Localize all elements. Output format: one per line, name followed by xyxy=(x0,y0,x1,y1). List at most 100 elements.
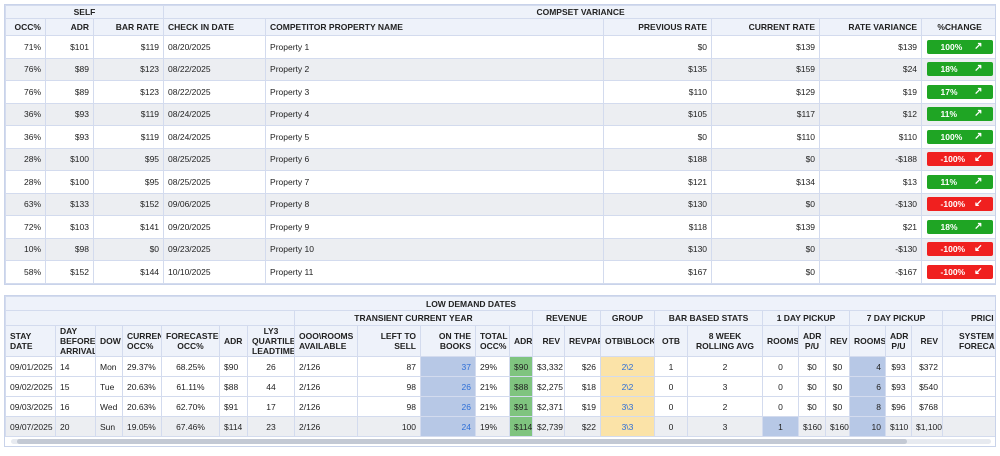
change-cell: -100% ↙ xyxy=(921,237,995,261)
low-demand-panel: LOW DEMAND DATES TRANSIENT CURRENT YEAR RE… xyxy=(4,295,996,447)
cell: $90 xyxy=(509,356,533,377)
cell: 19.05% xyxy=(122,416,162,437)
cell: $13 xyxy=(819,170,923,194)
group-header: TRANSIENT CURRENT YEAR xyxy=(294,310,533,326)
cell: Property 7 xyxy=(265,170,605,194)
change-badge: -100% ↙ xyxy=(926,242,993,257)
cell: $114 xyxy=(219,416,248,437)
cell: 17 xyxy=(247,396,295,417)
column-header: 8 WEEK ROLLING AVG xyxy=(687,325,763,357)
cell: 08/22/2025 xyxy=(163,80,267,104)
column-header: CURRENT OCC% xyxy=(122,325,162,357)
cell: $24 xyxy=(819,57,923,81)
cell: $110 xyxy=(603,80,713,104)
cell: $21 xyxy=(819,215,923,239)
change-value: 100% xyxy=(940,131,963,142)
change-value: 17% xyxy=(940,86,958,97)
cell: 0 xyxy=(762,376,799,397)
cell: $0 xyxy=(798,396,826,417)
cell: 10% xyxy=(5,237,46,261)
cell: 21% xyxy=(475,376,510,397)
cell: 2/126 xyxy=(294,416,358,437)
change-value: -100% xyxy=(940,199,966,210)
change-cell: 100% ↗ xyxy=(921,125,995,149)
cell: $19 xyxy=(819,80,923,104)
change-value: 18% xyxy=(940,64,958,75)
cell: -$167 xyxy=(819,260,923,284)
cell: 1 xyxy=(654,356,688,377)
cell: 76% xyxy=(5,57,46,81)
column-header: COMPETITOR PROPERTY NAME xyxy=(265,18,605,36)
compset-table: SELF COMPSET VARIANCE OCC% ADR BAR RATE CHECK… xyxy=(5,5,995,284)
data-row: 36% $93 $119 08/24/2025 Property 4 $105 $117 $1… xyxy=(5,102,995,126)
cell: 98 xyxy=(357,396,421,417)
cell: 36% xyxy=(5,125,46,149)
forecast-cell: 79 xyxy=(941,396,995,417)
cell: 58% xyxy=(5,260,46,284)
change-cell: 17% ↗ xyxy=(921,80,995,104)
cell: $96 xyxy=(885,396,912,417)
column-header: ADR xyxy=(219,325,248,357)
cell: 68.25% xyxy=(161,356,220,377)
cell: $103 xyxy=(45,215,94,239)
change-value: -100% xyxy=(940,154,966,165)
change-cell: 11% ↗ xyxy=(921,170,995,194)
data-row: 28% $100 $95 08/25/2025 Property 6 $188 $0 -$18… xyxy=(5,147,995,171)
cell: $91 xyxy=(509,396,533,417)
column-header: SYSTEM FORECAS xyxy=(941,325,995,357)
cell: 26 xyxy=(247,356,295,377)
cell: 8 xyxy=(849,396,886,417)
cell: $160 xyxy=(825,416,850,437)
cell: 76% xyxy=(5,80,46,104)
cell: Property 1 xyxy=(265,35,605,59)
cell: $98 xyxy=(45,237,94,261)
column-header: LY3 QUARTILE LEADTIME xyxy=(247,325,295,357)
cell: 23 xyxy=(247,416,295,437)
group-header: BAR BASED STATS xyxy=(654,310,763,326)
cell: $114 xyxy=(509,416,533,437)
cell: 28% xyxy=(5,170,46,194)
cell: 100 xyxy=(357,416,421,437)
forecast-cell: 77 xyxy=(941,376,995,397)
cell: $93 xyxy=(885,376,912,397)
cell: 1 xyxy=(762,416,799,437)
column-header: REV xyxy=(532,325,565,357)
cell: $93 xyxy=(885,356,912,377)
trend-arrow: ↗ xyxy=(974,63,983,75)
column-header: ADR xyxy=(509,325,533,357)
cell: 16 xyxy=(55,396,96,417)
cell: $134 xyxy=(711,170,821,194)
cell: $160 xyxy=(798,416,826,437)
column-header: ADR P/U xyxy=(885,325,912,357)
cell: 26 xyxy=(420,376,476,397)
cell: $93 xyxy=(45,125,94,149)
column-header: RATE VARIANCE xyxy=(819,18,923,36)
cell: Property 3 xyxy=(265,80,605,104)
data-row: 10% $98 $0 09/23/2025 Property 10 $130 $0 -$130… xyxy=(5,237,995,261)
cell: $0 xyxy=(603,125,713,149)
cell: 63% xyxy=(5,192,46,216)
change-cell: 100% ↗ xyxy=(921,35,995,59)
column-header: ROOMS xyxy=(849,325,886,357)
cell: Property 6 xyxy=(265,147,605,171)
column-header: PREVIOUS RATE xyxy=(603,18,713,36)
title-row: LOW DEMAND DATES xyxy=(5,296,995,311)
trend-arrow: ↗ xyxy=(974,175,983,187)
trend-arrow: ↗ xyxy=(974,85,983,97)
cell: $130 xyxy=(603,237,713,261)
cell: $110 xyxy=(819,125,923,149)
scroll-thumb[interactable] xyxy=(17,439,907,444)
group-header-blank xyxy=(5,310,295,326)
cell: 2 xyxy=(687,356,763,377)
change-badge: 11% ↗ xyxy=(926,107,993,122)
cell: $2,275 xyxy=(532,376,565,397)
low-demand-table: LOW DEMAND DATES TRANSIENT CURRENT YEAR RE… xyxy=(5,296,995,437)
scrollbar[interactable] xyxy=(11,439,991,444)
change-value: -100% xyxy=(940,244,966,255)
column-header: OTB xyxy=(654,325,688,357)
cell: Mon xyxy=(95,356,123,377)
cell: 08/25/2025 xyxy=(163,147,267,171)
cell: 29% xyxy=(475,356,510,377)
change-badge: 18% ↗ xyxy=(926,62,993,77)
column-header: OCC% xyxy=(5,18,46,36)
